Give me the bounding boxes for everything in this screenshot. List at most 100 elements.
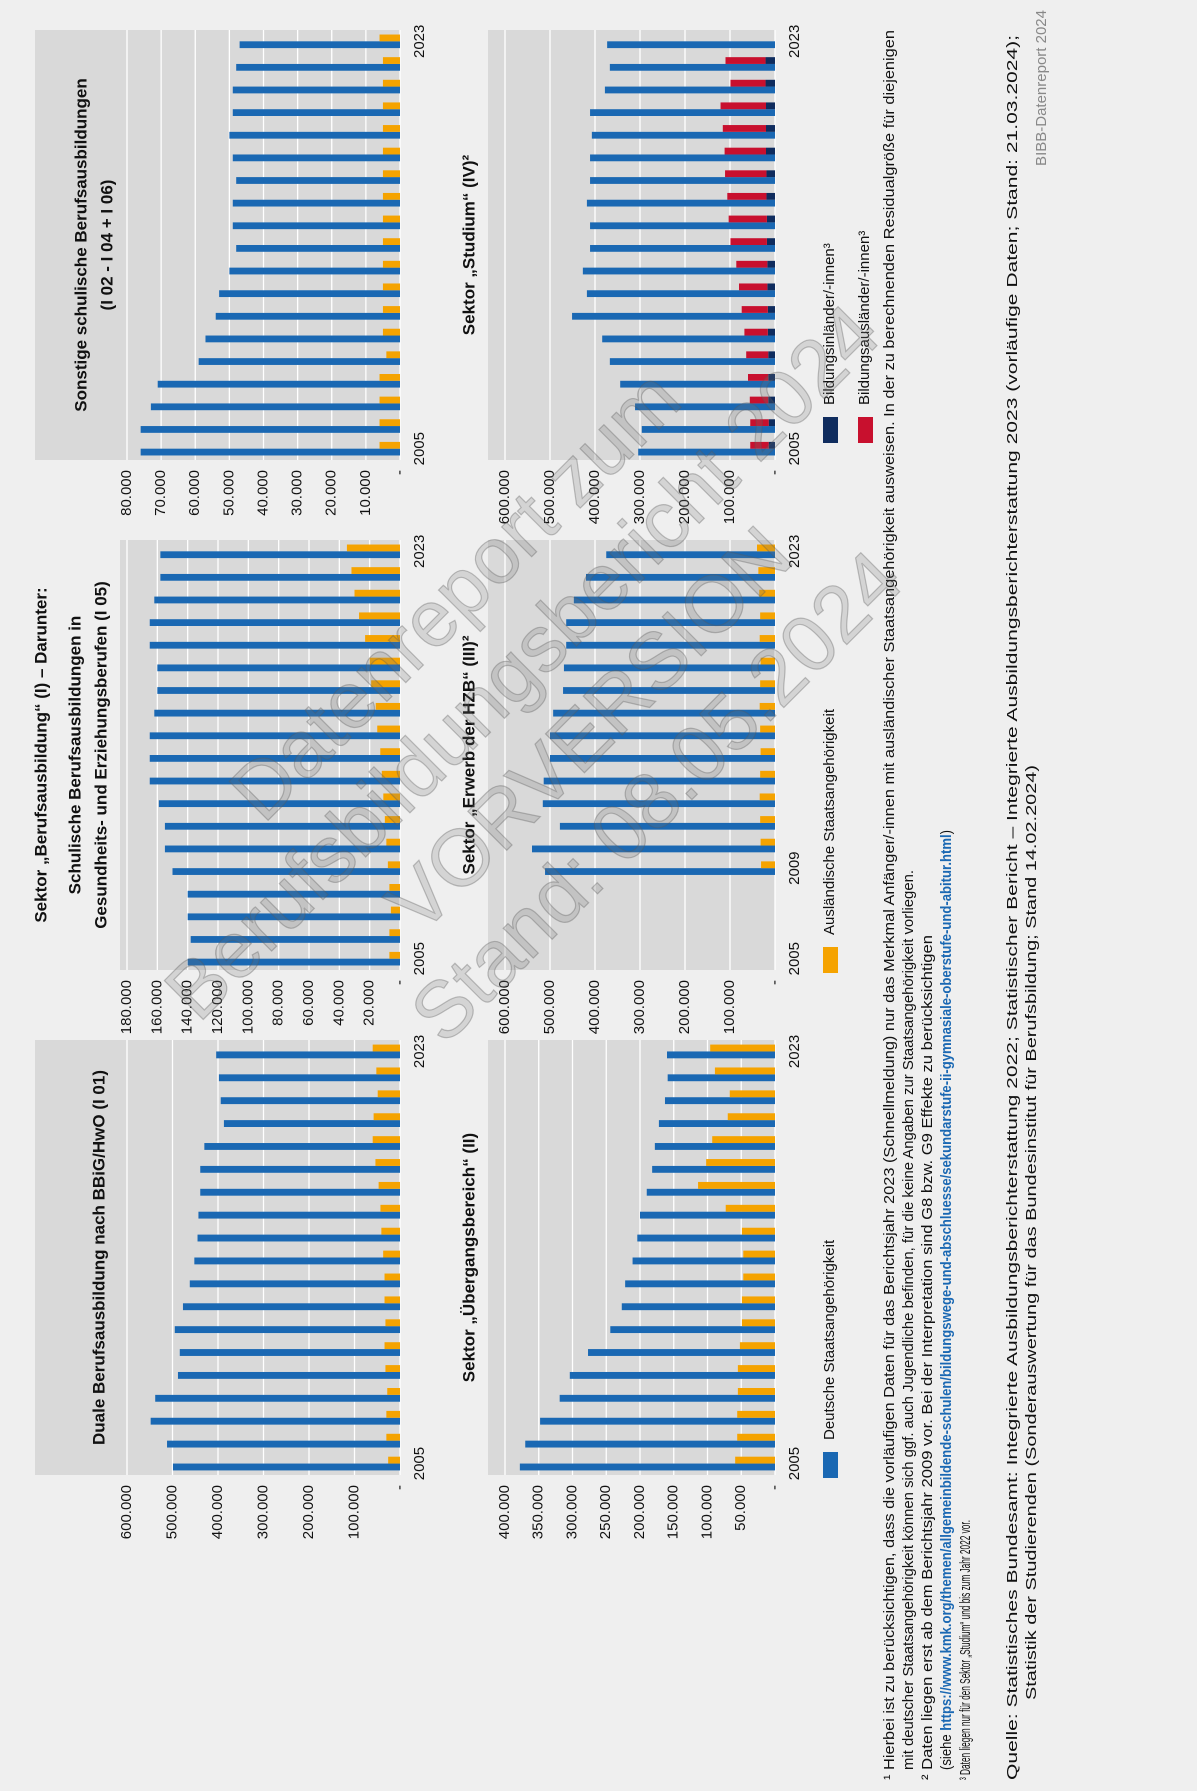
bar bbox=[748, 373, 769, 381]
y-tick-label: 600.000 bbox=[496, 470, 513, 524]
bar bbox=[741, 306, 768, 313]
bar bbox=[198, 1211, 400, 1219]
bar bbox=[187, 890, 400, 898]
y-tick-label: 300.000 bbox=[254, 1485, 271, 1539]
bar bbox=[757, 544, 775, 552]
bar bbox=[759, 702, 776, 710]
bar bbox=[590, 222, 775, 230]
bar bbox=[553, 709, 776, 717]
bar bbox=[200, 1188, 400, 1196]
bar bbox=[641, 426, 775, 433]
bar bbox=[385, 1365, 401, 1372]
bar bbox=[604, 86, 776, 94]
bar bbox=[569, 1371, 775, 1379]
chart-title: (I 02 - I 04 + I 06) bbox=[97, 180, 116, 311]
bar bbox=[743, 1250, 776, 1258]
bar bbox=[140, 448, 400, 456]
bar bbox=[154, 596, 400, 604]
bar bbox=[654, 1143, 775, 1150]
legend-swatch bbox=[823, 417, 838, 443]
bar bbox=[384, 1296, 400, 1304]
y-tick-label: 300.000 bbox=[563, 1485, 580, 1539]
bar bbox=[346, 544, 400, 552]
y-tick-label: 400.000 bbox=[209, 1485, 226, 1539]
y-tick-label: 70.000 bbox=[152, 470, 169, 516]
bar bbox=[177, 1371, 400, 1379]
bar bbox=[149, 641, 400, 649]
x-tick-label: 2023 bbox=[786, 535, 803, 568]
bar bbox=[382, 192, 400, 200]
chart-title: Sektor „Erwerb der HZB“ (III)² bbox=[459, 635, 478, 874]
bar bbox=[179, 1349, 400, 1356]
bar bbox=[722, 125, 766, 132]
legend-swatch bbox=[823, 947, 838, 973]
link-close: ) bbox=[938, 830, 955, 834]
bar bbox=[205, 335, 400, 343]
bar bbox=[582, 267, 775, 275]
bar bbox=[371, 680, 400, 688]
y-tick-label: 10.000 bbox=[357, 470, 374, 516]
bar bbox=[382, 260, 400, 268]
bar bbox=[236, 63, 400, 71]
bar bbox=[239, 41, 400, 49]
y-tick-label: 80.000 bbox=[270, 980, 287, 1026]
chart-title: Sektor „Studium“ (IV)² bbox=[459, 154, 478, 335]
bar bbox=[658, 1120, 776, 1127]
bar bbox=[667, 1051, 775, 1059]
bar bbox=[543, 777, 776, 785]
bar bbox=[194, 1257, 400, 1265]
bar bbox=[638, 448, 776, 456]
bar bbox=[735, 1456, 775, 1464]
y-tick-label: 250.000 bbox=[597, 1485, 614, 1539]
y-tick-label: 100.000 bbox=[721, 980, 738, 1034]
bar bbox=[382, 215, 400, 223]
bar bbox=[766, 170, 776, 178]
bar bbox=[725, 57, 766, 64]
bar bbox=[720, 102, 766, 110]
bar bbox=[380, 748, 400, 755]
bar bbox=[229, 267, 400, 275]
bar bbox=[737, 1365, 775, 1372]
bar bbox=[382, 57, 400, 64]
y-tick-label: 160.000 bbox=[148, 980, 165, 1034]
bar bbox=[174, 1326, 400, 1334]
bar bbox=[739, 1342, 776, 1350]
bar bbox=[760, 725, 776, 733]
bar bbox=[725, 1204, 775, 1212]
bar bbox=[369, 657, 400, 665]
bar bbox=[232, 154, 400, 162]
bar bbox=[652, 1165, 776, 1173]
bar bbox=[768, 441, 776, 449]
bar bbox=[519, 1463, 775, 1471]
legend-label: Ausländische Staatsangehörigkeit bbox=[821, 708, 838, 935]
bar bbox=[761, 861, 775, 869]
bar bbox=[744, 328, 768, 336]
bar bbox=[359, 612, 400, 620]
bar bbox=[743, 1273, 776, 1281]
bar bbox=[215, 312, 400, 320]
bar bbox=[218, 1074, 400, 1082]
bar bbox=[550, 754, 775, 762]
bar bbox=[167, 1440, 400, 1448]
bar bbox=[375, 702, 401, 710]
bar bbox=[741, 1319, 775, 1327]
bar bbox=[149, 777, 400, 785]
bar bbox=[767, 328, 775, 336]
bar bbox=[160, 573, 400, 581]
y-tick-label: 60.000 bbox=[186, 470, 203, 516]
bar bbox=[724, 147, 766, 155]
bar bbox=[381, 1227, 401, 1235]
bar bbox=[190, 936, 400, 943]
bar bbox=[372, 1044, 401, 1052]
chart-title: Duale Berufsausbildung nach BBiG/HwO (I … bbox=[89, 1070, 108, 1445]
bar bbox=[607, 41, 776, 49]
bar bbox=[760, 748, 775, 755]
y-tick-label: - bbox=[766, 1485, 783, 1490]
bar bbox=[379, 441, 400, 449]
bar bbox=[387, 861, 401, 869]
bar bbox=[351, 567, 401, 574]
bar bbox=[714, 1067, 775, 1075]
bar bbox=[768, 373, 775, 381]
bar bbox=[164, 845, 400, 853]
